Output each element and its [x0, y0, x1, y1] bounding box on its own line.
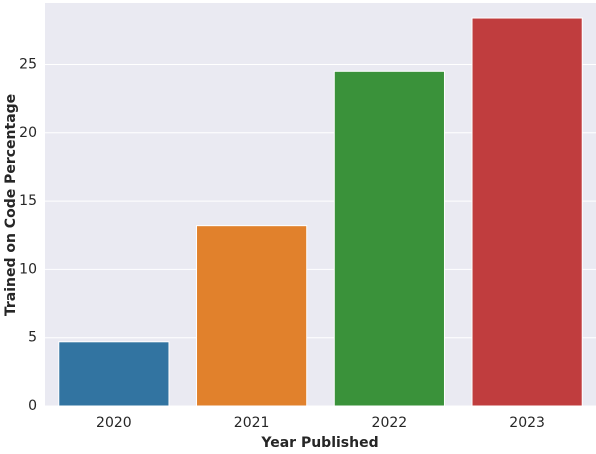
bar: [196, 225, 308, 407]
y-tick-label: 25: [19, 56, 37, 72]
y-tick-label: 10: [19, 261, 37, 277]
bar: [58, 341, 170, 407]
y-tick-label: 20: [19, 125, 37, 141]
y-tick-label: 15: [19, 193, 37, 209]
x-tick-label: 2020: [96, 415, 132, 431]
y-tick-label: 0: [28, 398, 37, 414]
y-tick-label: 5: [28, 330, 37, 346]
x-tick-label: 2022: [372, 415, 408, 431]
bar: [471, 17, 583, 407]
bar: [333, 70, 445, 407]
x-tick-label: 2023: [509, 415, 545, 431]
x-tick-label: 2021: [234, 415, 270, 431]
x-axis-label: Year Published: [260, 435, 378, 450]
y-axis-label: Trained on Code Percentage: [3, 94, 19, 316]
